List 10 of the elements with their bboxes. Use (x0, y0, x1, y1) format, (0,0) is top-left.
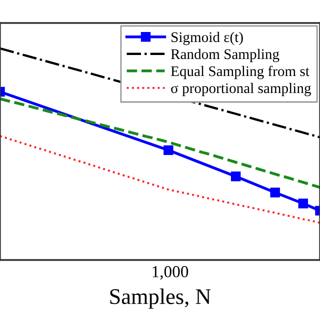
x-axis-title: Samples, N (110, 288, 211, 309)
point (230, 172, 241, 182)
legend-label: Sigmoid ε(t) (172, 32, 243, 46)
point (298, 198, 308, 208)
point (270, 188, 280, 198)
point (164, 145, 174, 156)
legend-label: Random Sampling (170, 48, 280, 62)
text: 1,000 (152, 266, 188, 280)
legend-label: Equal Sampling from st (170, 66, 310, 80)
legend-label: σ proportional sampling (171, 82, 311, 96)
